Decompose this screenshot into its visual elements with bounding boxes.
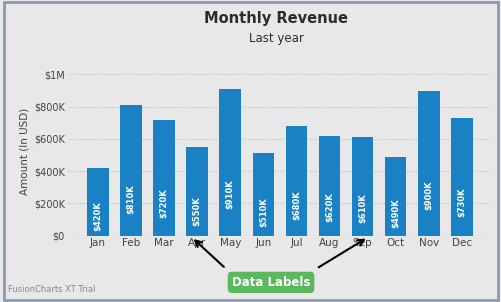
Bar: [87, 168, 108, 236]
Y-axis label: Amount (In USD): Amount (In USD): [20, 108, 30, 194]
Bar: [417, 91, 439, 236]
Bar: [252, 153, 274, 236]
Text: $810K: $810K: [126, 184, 135, 214]
Bar: [120, 105, 141, 236]
Text: $610K: $610K: [357, 193, 366, 223]
Text: $680K: $680K: [292, 190, 300, 220]
Text: Data Labels: Data Labels: [231, 276, 310, 289]
Bar: [219, 89, 240, 236]
Bar: [285, 126, 307, 236]
Bar: [153, 120, 174, 236]
Text: $420K: $420K: [93, 202, 102, 232]
Text: $510K: $510K: [259, 198, 267, 227]
Text: $720K: $720K: [159, 188, 168, 218]
Text: $900K: $900K: [423, 180, 432, 210]
Bar: [384, 157, 406, 236]
Text: $730K: $730K: [456, 188, 465, 217]
Text: $910K: $910K: [225, 180, 234, 209]
Bar: [450, 118, 472, 236]
Text: Monthly Revenue: Monthly Revenue: [204, 11, 347, 26]
Text: FusionCharts XT Trial: FusionCharts XT Trial: [8, 285, 95, 294]
Bar: [351, 137, 373, 236]
Text: $620K: $620K: [324, 193, 333, 223]
Text: $550K: $550K: [192, 196, 201, 226]
Text: $490K: $490K: [390, 199, 399, 228]
Text: Last year: Last year: [248, 32, 303, 45]
Bar: [318, 136, 340, 236]
Bar: [186, 147, 207, 236]
